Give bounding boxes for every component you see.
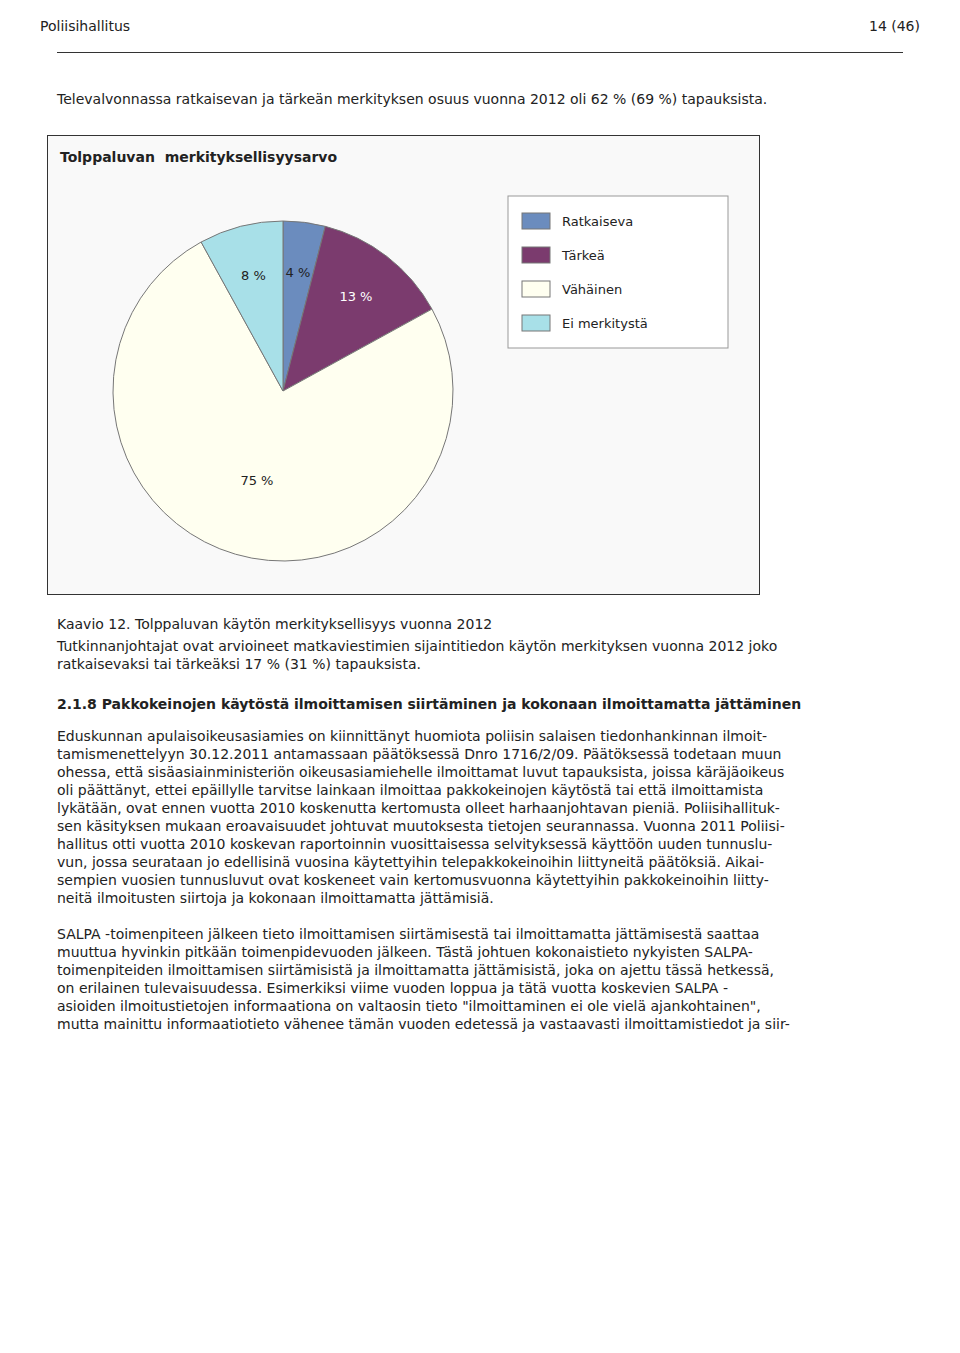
data-label: 4 %: [286, 265, 311, 280]
legend-swatch: [522, 247, 550, 263]
data-label: 13 %: [339, 289, 372, 304]
paragraph-line: mutta mainittu informaatiotieto vähenee …: [57, 1015, 790, 1033]
legend-label: Vähäinen: [562, 282, 622, 297]
data-label: 8 %: [241, 268, 266, 283]
legend-swatch: [522, 281, 550, 297]
chart-box: Tolppaluvan merkityksellisyysarvo 4 % 13 %…: [47, 135, 760, 595]
paragraph-line: vun, jossa seurataan jo edellisinä vuosi…: [57, 853, 764, 871]
pie-slice: [201, 221, 283, 391]
paragraph-line: hallitus otti vuotta 2010 koskevan rapor…: [57, 835, 772, 853]
chart-title: Tolppaluvan merkityksellisyysarvo: [60, 149, 337, 165]
paragraph-line: asioiden ilmoitustietojen informaationa …: [57, 997, 761, 1015]
chart: Tolppaluvan merkityksellisyysarvo 4 % 13 %…: [48, 136, 759, 594]
section-title: 2.1.8 Pakkokeinojen käytöstä ilmoittamis…: [57, 695, 801, 713]
caption-body: ratkaisevaksi tai tärkeäksi 17 % (31 %) …: [57, 655, 421, 673]
intro-text: Televalvonnassa ratkaisevan ja tärkeän m…: [57, 90, 767, 108]
legend-label: Ratkaiseva: [562, 214, 633, 229]
caption-title: Kaavio 12. Tolppaluvan käytön merkitykse…: [57, 615, 492, 633]
paragraph-line: sen käsityksen mukaan eroavaisuudet joht…: [57, 817, 785, 835]
paragraph-line: muuttua hyvinkin pitkään toimenpidevuode…: [57, 943, 753, 961]
legend-label: Ei merkitystä: [562, 316, 648, 331]
paragraph-line: toimenpiteiden ilmoittamisen siirtämisis…: [57, 961, 774, 979]
paragraph-line: SALPA -toimenpiteen jälkeen tieto ilmoit…: [57, 925, 759, 943]
page-number: 14 (46): [869, 17, 920, 35]
paragraph-line: on erilainen tulevaisuudessa. Esimerkiks…: [57, 979, 728, 997]
paragraph-line: Eduskunnan apulaisoikeusasiamies on kiin…: [57, 727, 767, 745]
caption-body: Tutkinnanjohtajat ovat arvioineet matkav…: [57, 637, 777, 655]
legend: Ratkaiseva Tärkeä Vähäinen Ei merkitystä: [508, 196, 728, 348]
legend-label: Tärkeä: [561, 248, 605, 263]
paragraph-line: ohessa, että sisäasiainministeriön oikeu…: [57, 763, 784, 781]
paragraph-line: oli päättänyt, ettei epäillylle tarvitse…: [57, 781, 763, 799]
pie: [113, 221, 453, 561]
legend-swatch: [522, 213, 550, 229]
data-label: 75 %: [240, 473, 273, 488]
paragraph-line: neitä ilmoitusten siirtoja ja kokonaan i…: [57, 889, 494, 907]
legend-swatch: [522, 315, 550, 331]
header-text: Poliisihallitus: [40, 17, 130, 35]
paragraph-line: tamismenettelyyn 30.12.2011 antamassaan …: [57, 745, 781, 763]
paragraph-line: lykätään, ovat ennen vuotta 2010 koskenu…: [57, 799, 780, 817]
paragraph-line: sempien vuosien tunnusluvut ovat koskene…: [57, 871, 769, 889]
legend-frame: [508, 196, 728, 348]
header-rule: [57, 52, 903, 53]
